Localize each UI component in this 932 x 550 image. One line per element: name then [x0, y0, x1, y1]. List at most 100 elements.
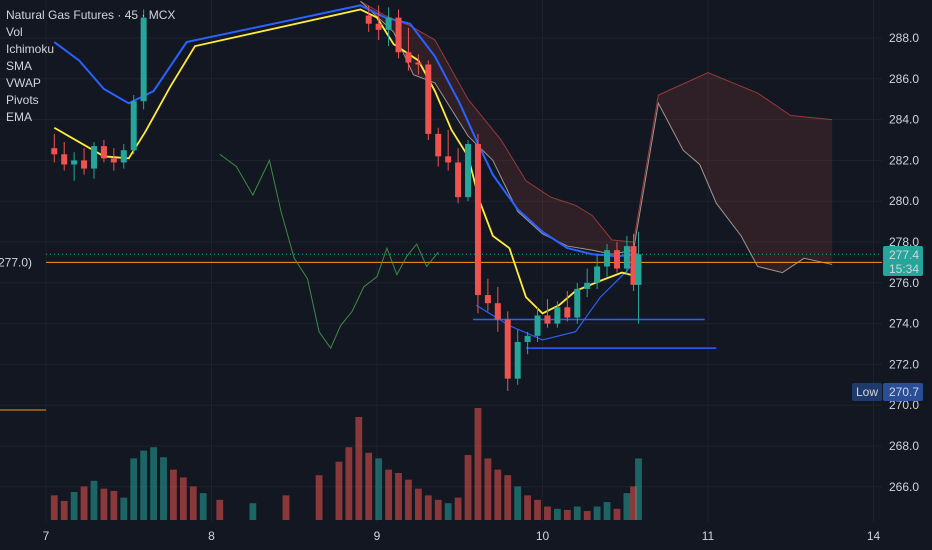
candle-body	[110, 158, 117, 163]
candle-body	[100, 146, 107, 159]
sma-line	[53, 4, 639, 258]
candles	[51, 5, 642, 391]
volume-bar	[199, 493, 207, 520]
candle-body	[445, 156, 452, 163]
chart-legend: Natural Gas Futures · 45 · MCX Vol Ichim…	[6, 7, 175, 126]
candle-body	[574, 288, 581, 318]
volume-bar	[140, 450, 148, 520]
volume-bar	[524, 495, 532, 520]
x-tick-label: 9	[374, 529, 381, 543]
x-axis: 7 8 9 10 11 14	[43, 529, 881, 543]
candle-body	[514, 341, 521, 379]
volume-bar	[249, 503, 257, 520]
y-tick-label: 276.0	[889, 276, 919, 290]
x-tick-label: 14	[867, 529, 881, 543]
candle-body	[544, 315, 551, 324]
y-tick-label: 266.0	[889, 480, 919, 494]
volume-bar	[434, 499, 442, 520]
volume-bar	[593, 506, 601, 520]
candle-body	[534, 315, 541, 336]
candle-body	[140, 17, 147, 102]
volume-bar	[504, 475, 512, 520]
low-value: 270.7	[889, 385, 919, 399]
volume-bars	[50, 408, 642, 520]
volume-bar	[282, 495, 290, 520]
y-tick-label: 280.0	[889, 194, 919, 208]
volume-bar	[385, 469, 392, 520]
vwap-line	[475, 257, 639, 341]
candle-body	[623, 246, 630, 269]
volume-bar	[60, 500, 68, 520]
volume-bar	[80, 486, 88, 520]
volume-bar	[414, 488, 422, 520]
candle-body	[405, 52, 412, 63]
volume-bar	[534, 499, 541, 520]
candle-body	[415, 62, 422, 65]
lagging-span-line	[219, 153, 439, 350]
indicator-ema[interactable]: EMA	[6, 110, 33, 124]
volume-bar	[395, 472, 402, 520]
volume-bar	[630, 486, 637, 520]
last-price-badge: 277.415:34	[883, 246, 923, 276]
volume-bar	[424, 495, 432, 520]
volume-bar	[514, 486, 522, 520]
left-level-label: 277.0)	[0, 255, 32, 269]
candle-body	[613, 250, 620, 269]
y-axis: 288.0 286.0 284.0 282.0 280.0 278.0 276.0 274.0…	[889, 31, 919, 494]
volume-bar	[120, 497, 128, 520]
volume-bar	[583, 511, 591, 520]
volume-bar	[130, 458, 138, 520]
y-tick-label: 270.0	[889, 398, 919, 412]
candle-body	[120, 150, 127, 163]
candle-body	[90, 146, 97, 169]
candle-body	[365, 15, 372, 24]
candle-body	[630, 246, 637, 285]
low-label-bg	[852, 383, 882, 401]
candle-body	[425, 64, 432, 134]
x-tick-label: 7	[43, 529, 50, 543]
volume-bar	[613, 508, 621, 520]
volume-bar	[216, 499, 224, 520]
candle-body	[635, 254, 642, 285]
candle-body	[385, 17, 392, 30]
candle-body	[455, 162, 462, 198]
volume-bar	[573, 506, 581, 520]
y-tick-label: 274.0	[889, 317, 919, 331]
volume-bar	[110, 490, 118, 520]
volume-bar	[563, 509, 571, 520]
symbol-title[interactable]: Natural Gas Futures · 45 · MCX	[6, 8, 176, 22]
low-label: Low	[856, 385, 878, 399]
x-tick-label: 10	[536, 529, 550, 543]
volume-bar	[603, 502, 611, 520]
indicator-sma[interactable]: SMA	[6, 59, 33, 73]
volume-bar	[179, 477, 187, 520]
indicator-vol[interactable]: Vol	[6, 25, 23, 39]
low-badge: Low 270.7	[852, 383, 923, 401]
volume-bar	[160, 457, 167, 520]
indicator-vwap[interactable]: VWAP	[6, 76, 41, 90]
volume-bar	[355, 416, 363, 520]
candle-body	[484, 295, 491, 304]
ichimoku-cloud	[360, 1, 833, 273]
cloud-span-b	[360, 0, 833, 274]
last-price-value: 277.4	[889, 248, 919, 262]
candle-body	[494, 303, 501, 320]
indicator-pivots[interactable]: Pivots	[6, 93, 39, 107]
x-tick-label: 11	[702, 529, 715, 543]
candle-body	[435, 133, 442, 157]
y-tick-label: 268.0	[889, 439, 919, 453]
candle-body	[524, 335, 531, 342]
volume-bar	[315, 475, 323, 520]
candle-body	[474, 144, 481, 296]
y-tick-label: 278.0	[889, 235, 919, 249]
last-price-badge-bg	[883, 246, 923, 276]
indicator-ichimoku[interactable]: Ichimoku	[6, 42, 55, 56]
ema-line	[53, 8, 639, 315]
candle-body	[61, 154, 68, 165]
volume-bar	[70, 492, 78, 520]
volume-bar	[405, 479, 412, 520]
candle-body	[594, 266, 601, 283]
y-tick-label: 284.0	[889, 113, 919, 127]
candle-body	[584, 282, 591, 289]
